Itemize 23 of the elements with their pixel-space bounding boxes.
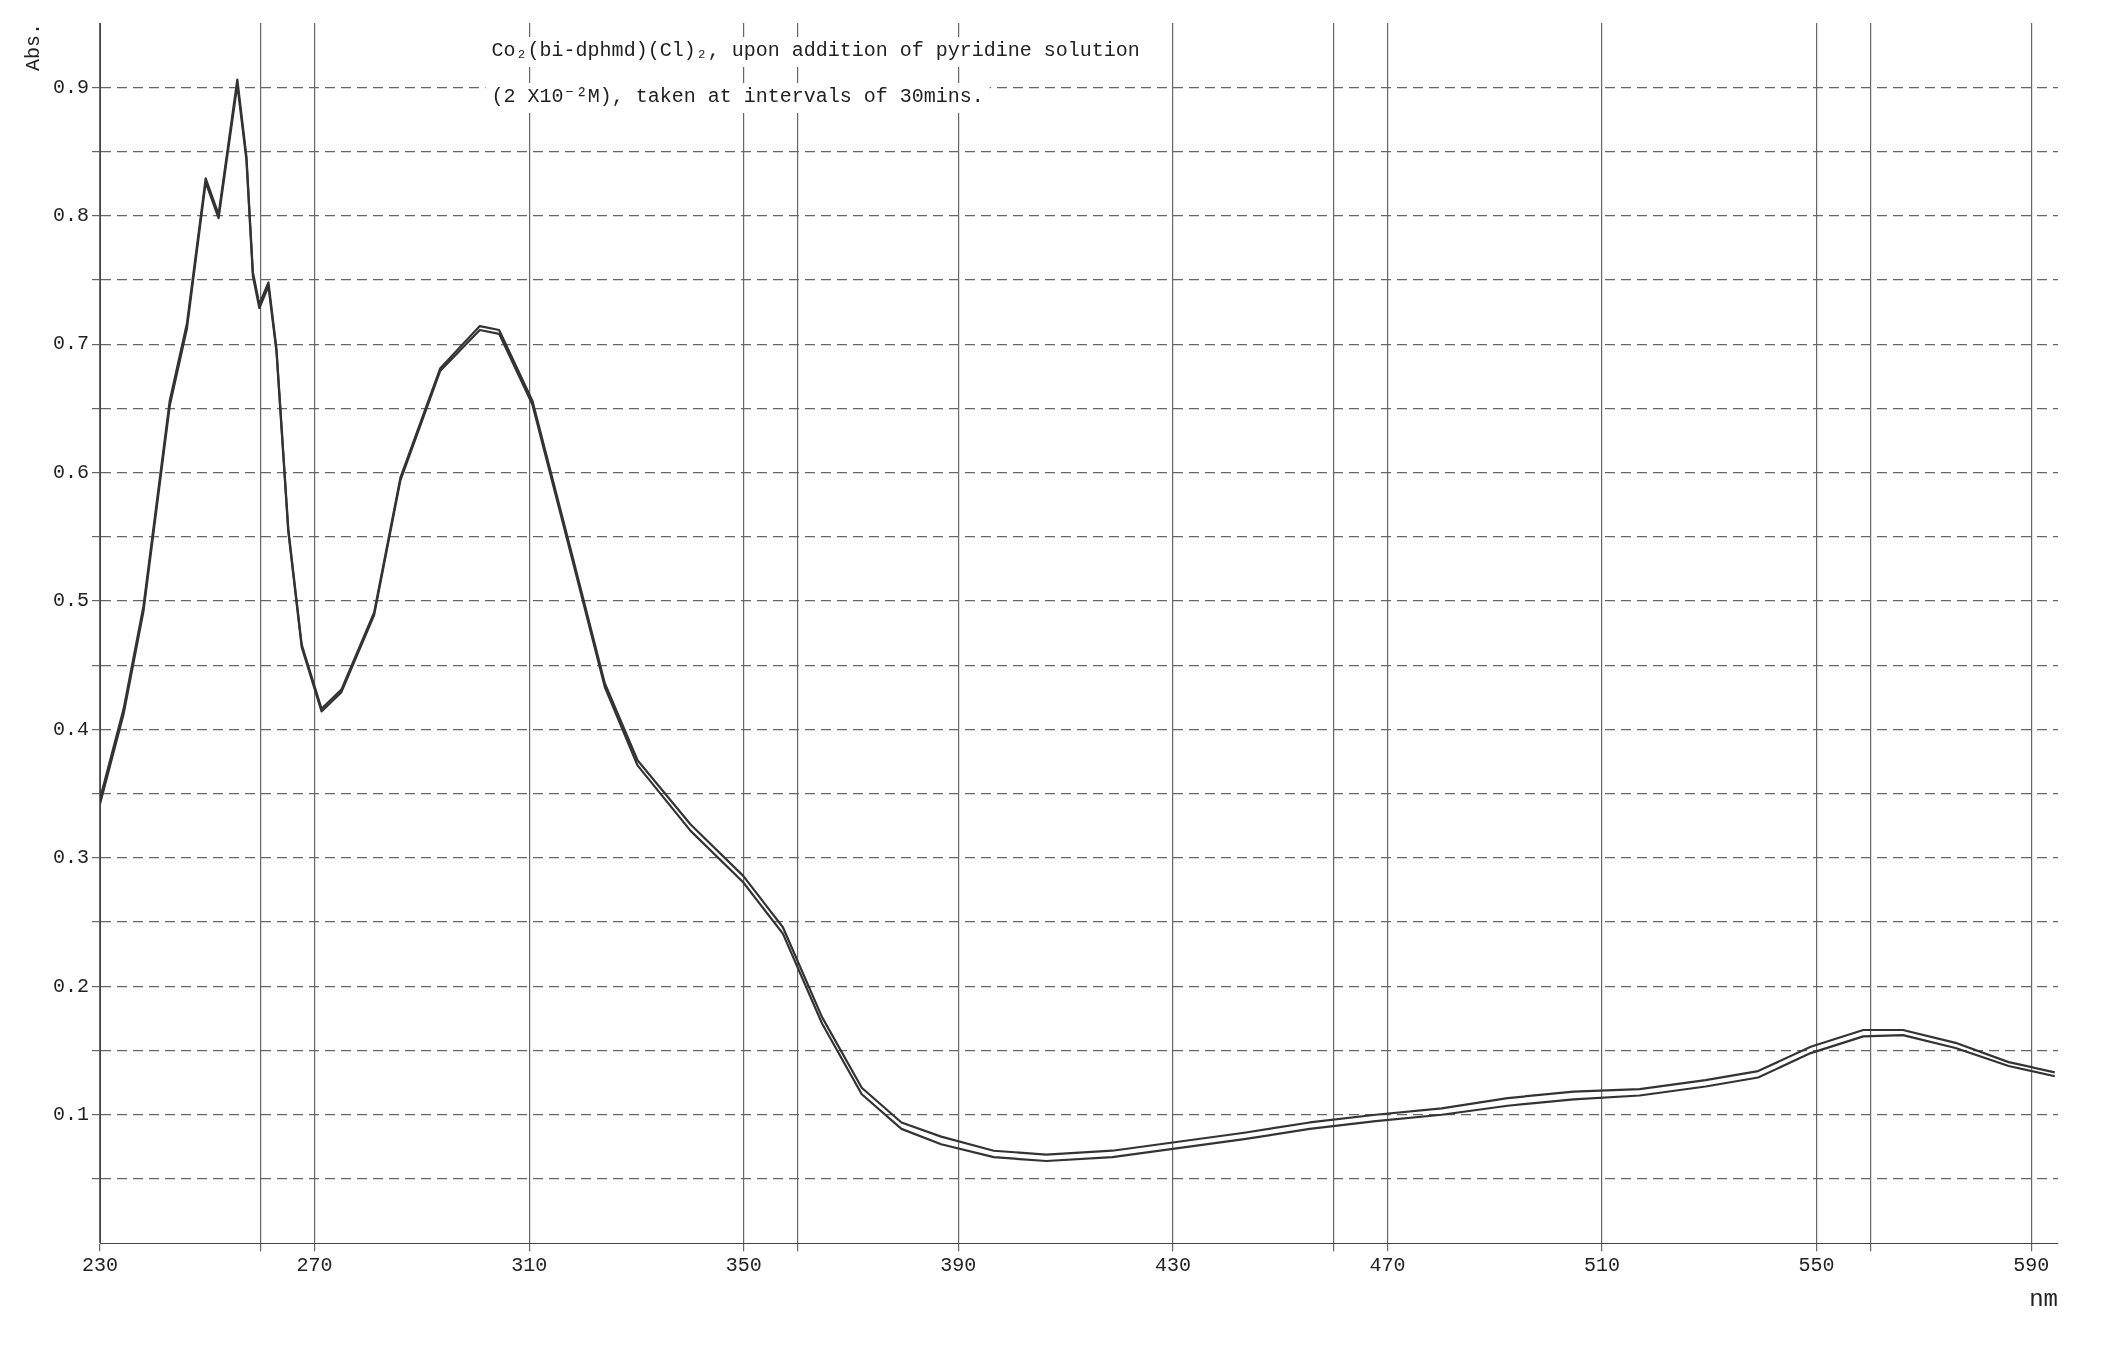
x-axis-title: nm <box>2029 1285 2058 1313</box>
y-tick-label: 0.4 <box>52 717 90 741</box>
y-tick-label: 0.5 <box>52 589 90 613</box>
annotation: Co₂(bi-dphmd)(Cl)₂, upon addition of pyridine solution <box>491 39 1140 63</box>
y-tick-label: 0.2 <box>52 974 90 998</box>
y-tick-label: 0.3 <box>52 846 90 870</box>
y-tick-label: 0.7 <box>52 332 90 356</box>
y-tick-label: 0.6 <box>52 460 90 484</box>
x-tick-label: 510 <box>1584 1254 1621 1278</box>
x-tick-label: 470 <box>1369 1254 1406 1278</box>
y-axis-title: Abs. <box>22 23 46 72</box>
x-tick-label: 350 <box>725 1254 762 1278</box>
y-tick-label: 0.9 <box>52 75 90 99</box>
x-tick-label: 550 <box>1798 1254 1835 1278</box>
annotation: (2 X10⁻²M), taken at intervals of 30mins. <box>491 85 984 109</box>
y-tick-label: 0.1 <box>52 1103 90 1127</box>
x-tick-label: 270 <box>296 1254 333 1278</box>
x-tick-label: 390 <box>940 1254 977 1278</box>
x-tick-label: 310 <box>511 1254 548 1278</box>
y-tick-label: 0.8 <box>52 203 90 227</box>
x-tick-label: 590 <box>2013 1254 2050 1278</box>
x-tick-label: 230 <box>82 1254 119 1278</box>
x-tick-label: 430 <box>1154 1254 1191 1278</box>
